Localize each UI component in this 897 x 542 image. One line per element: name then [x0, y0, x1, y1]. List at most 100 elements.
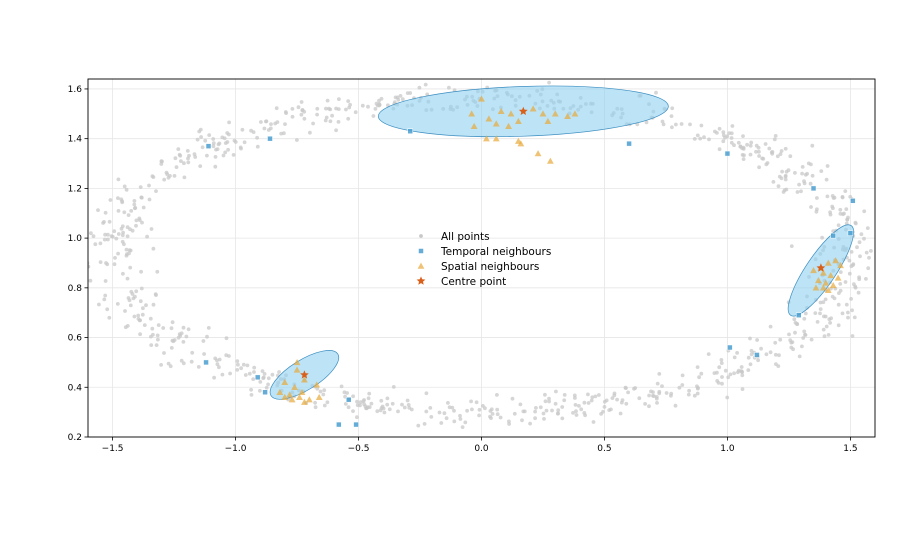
all-points-marker	[655, 401, 659, 405]
all-points-marker	[371, 114, 376, 118]
all-points-marker	[398, 94, 403, 98]
all-points-marker	[126, 213, 131, 218]
all-points-marker	[850, 308, 854, 313]
all-points-marker	[748, 143, 753, 148]
all-points-marker	[380, 404, 385, 409]
all-points-marker	[442, 411, 447, 416]
all-points-marker	[382, 410, 387, 415]
all-points-marker	[465, 408, 469, 413]
all-points-marker	[120, 233, 125, 238]
all-points-marker	[116, 177, 121, 182]
all-points-marker	[367, 405, 372, 409]
spatial-neighbour-marker	[301, 376, 308, 383]
all-points-marker	[582, 400, 587, 405]
all-points-marker	[179, 159, 183, 164]
all-points-marker	[533, 409, 537, 414]
all-points-marker	[164, 170, 169, 175]
all-points-marker	[439, 421, 444, 425]
legend-label: All points	[441, 231, 490, 243]
all-points-marker	[262, 372, 267, 376]
all-points-marker	[149, 343, 154, 347]
all-points-marker	[790, 340, 795, 344]
all-points-marker	[351, 394, 355, 399]
all-points-marker	[109, 234, 114, 239]
all-points-marker	[231, 153, 236, 157]
all-points-marker	[695, 384, 699, 389]
spatial-neighbour-marker	[281, 378, 289, 386]
all-points-marker	[174, 165, 179, 170]
all-points-marker	[573, 403, 578, 407]
all-points-marker	[644, 120, 649, 125]
all-points-marker	[680, 383, 685, 387]
all-points-marker	[460, 425, 465, 429]
y-tick-label: 0.2	[68, 433, 82, 443]
all-points-marker	[171, 339, 176, 344]
all-points-marker	[593, 394, 598, 399]
axis-ticks: −1.5 −1.0 −0.5 0.0 0.5 1.0 1.5 0.2 0.4 0.6 0.8 1.0 1…	[68, 85, 858, 454]
all-points-marker	[315, 112, 319, 117]
all-points-marker	[853, 284, 858, 289]
spatial-neighbour-marker	[288, 396, 296, 403]
legend-label: Spatial neighbours	[441, 261, 539, 273]
all-points-marker	[789, 244, 794, 249]
all-points-marker	[847, 258, 852, 263]
all-points-marker	[378, 408, 383, 413]
all-points-marker	[768, 350, 773, 355]
all-points-marker	[181, 340, 186, 344]
all-points-marker	[858, 254, 862, 259]
all-points-marker	[458, 417, 463, 421]
spatial-neighbour-marker	[517, 140, 525, 147]
all-points-marker	[144, 303, 148, 308]
all-points-marker	[458, 413, 462, 418]
all-points-marker	[715, 379, 720, 383]
all-points-marker	[732, 143, 736, 148]
all-points-marker	[88, 264, 91, 269]
all-points-marker	[169, 326, 174, 331]
all-points-marker	[651, 390, 655, 394]
all-points-marker	[391, 385, 396, 389]
all-points-marker	[400, 402, 404, 407]
all-points-marker	[849, 250, 854, 254]
all-points-marker	[242, 140, 247, 145]
all-points-marker	[520, 418, 524, 423]
all-points-marker	[821, 300, 826, 305]
all-points-marker	[729, 140, 734, 145]
all-points-marker	[258, 388, 262, 393]
all-points-marker	[215, 147, 220, 152]
y-tick-label: 0.4	[68, 383, 83, 393]
all-points-marker	[178, 153, 183, 158]
all-points-marker	[556, 408, 561, 413]
all-points-marker	[610, 396, 615, 400]
all-points-marker	[725, 134, 730, 139]
all-points-marker	[761, 156, 766, 161]
all-points-marker	[255, 144, 260, 149]
y-tick-label: 1.6	[68, 85, 83, 95]
all-points-marker	[814, 209, 819, 214]
all-points-marker	[417, 85, 422, 90]
all-points-marker	[185, 149, 190, 153]
all-points-marker	[124, 187, 129, 192]
all-points-marker	[773, 340, 778, 345]
all-points-marker	[741, 134, 745, 139]
all-points-marker	[405, 398, 410, 403]
all-points-marker	[213, 155, 218, 159]
all-points-marker	[104, 261, 108, 265]
all-points-marker	[247, 371, 252, 376]
all-points-marker	[620, 398, 625, 402]
all-points-marker	[782, 188, 787, 193]
all-points-marker	[541, 411, 546, 416]
temporal-neighbour-marker	[353, 421, 359, 428]
all-points-marker	[857, 275, 861, 280]
all-points-marker	[366, 104, 370, 109]
all-points-marker	[258, 380, 263, 384]
all-points-marker	[128, 303, 133, 308]
all-points-marker	[784, 169, 789, 174]
all-points-marker	[313, 405, 318, 410]
all-points-marker	[151, 175, 156, 180]
all-points-marker	[274, 106, 279, 111]
all-points-marker	[562, 393, 567, 397]
spatial-neighbour-marker	[468, 110, 476, 117]
all-points-marker	[728, 372, 733, 377]
